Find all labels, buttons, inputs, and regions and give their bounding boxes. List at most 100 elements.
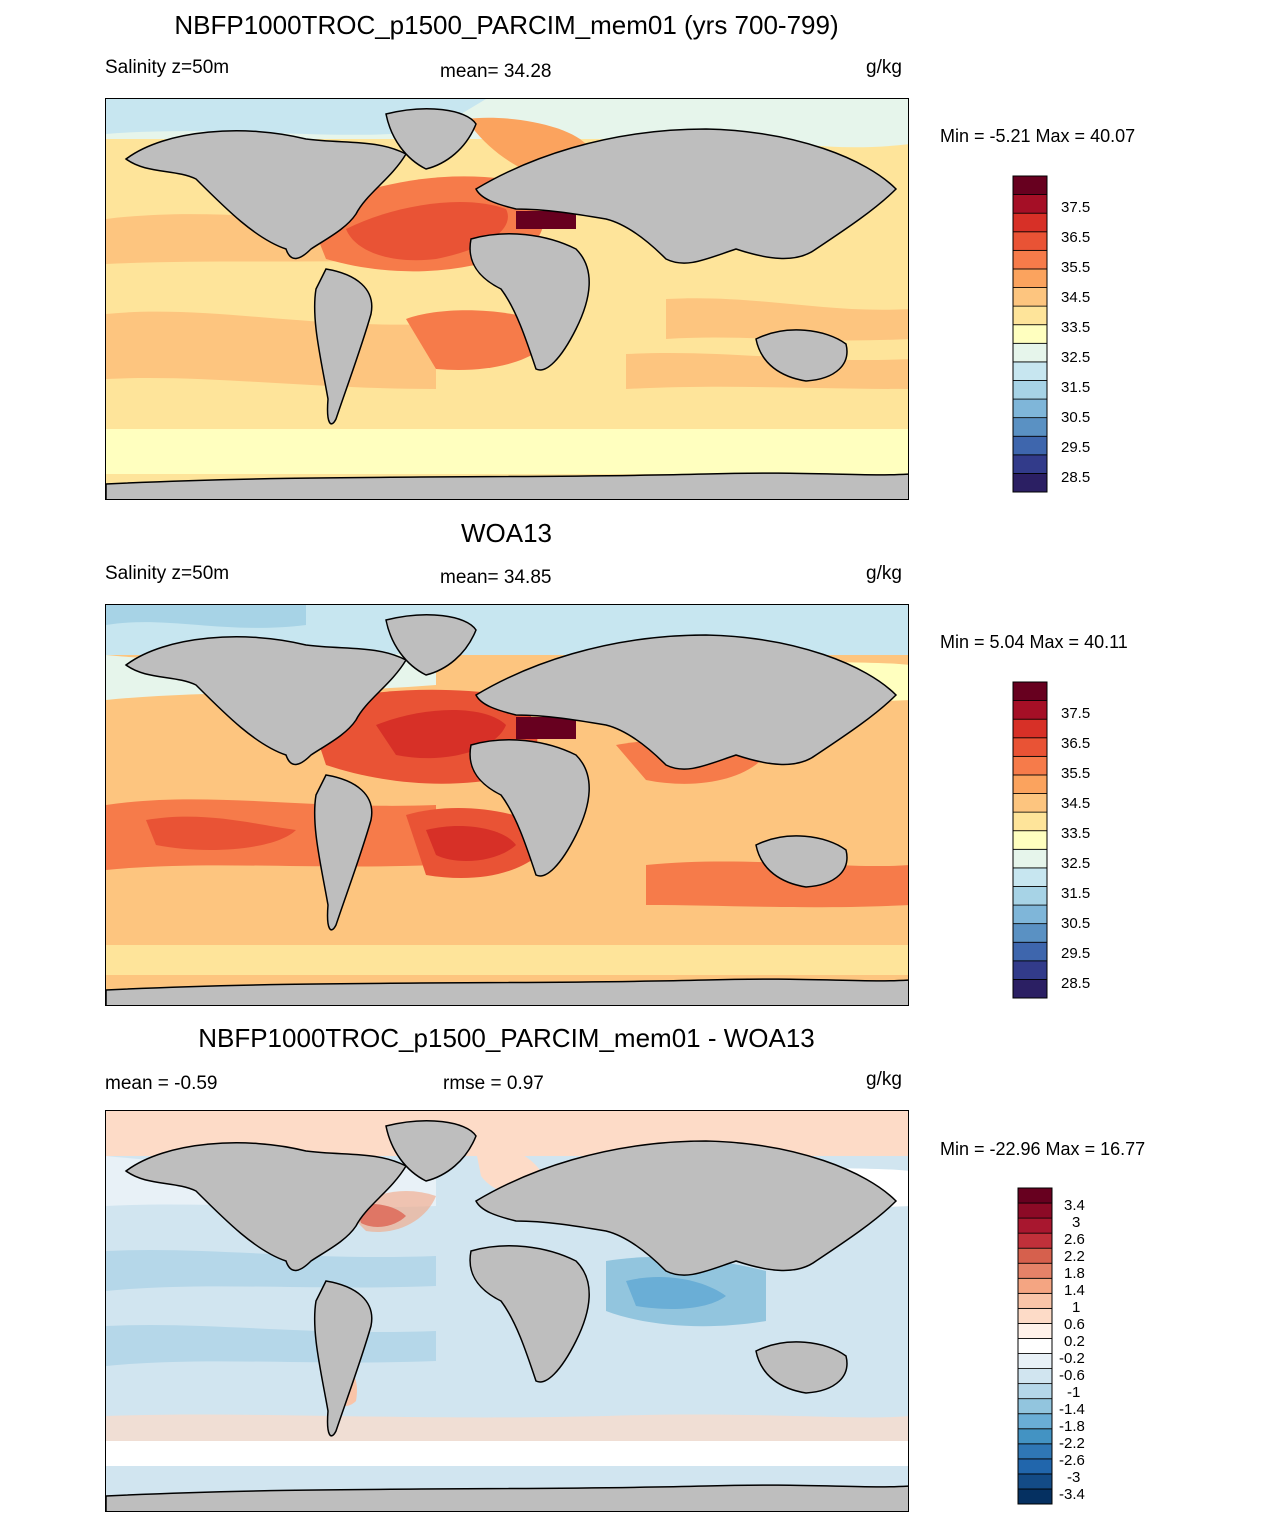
colorbar-segment — [1017, 1398, 1053, 1415]
panel3-cbar-label: 2.6 — [1064, 1231, 1085, 1248]
colorbar-segment — [1017, 1277, 1053, 1294]
panel1-cbar-label: 31.5 — [1061, 379, 1090, 396]
panel1-cbar-label: 30.5 — [1061, 409, 1090, 426]
colorbar-segment — [1012, 454, 1048, 474]
panel1-cbar-label: 28.5 — [1061, 469, 1090, 486]
colorbar-segment — [1012, 287, 1048, 307]
panel2-units-label: g/kg — [866, 563, 902, 584]
colorbar-segment — [1017, 1187, 1053, 1204]
panel3-colorbar: 3.4 3 2.6 2.2 1.8 1.4 1 0.6 0.2 -0.2 -0.… — [1017, 1187, 1138, 1508]
panel1-colorbar-box — [1012, 175, 1048, 493]
colorbar-segment — [1012, 435, 1048, 456]
colorbar-segment — [1012, 848, 1048, 869]
panel1-map-svg — [106, 99, 908, 499]
panel2-cbar-label: 28.5 — [1061, 975, 1090, 992]
colorbar-segment — [1017, 1262, 1053, 1279]
panel2-cbar-label: 32.5 — [1061, 855, 1090, 872]
colorbar-segment — [1017, 1413, 1053, 1430]
colorbar-segment — [1012, 979, 1048, 999]
colorbar-segment — [1012, 793, 1048, 813]
panel3-cbar-label: -1 — [1067, 1384, 1080, 1401]
colorbar-segment — [1017, 1202, 1053, 1219]
colorbar-segment — [1017, 1232, 1053, 1249]
panel3-colorbar-svg: 3.4 3 2.6 2.2 1.8 1.4 1 0.6 0.2 -0.2 -0.… — [1017, 1187, 1085, 1505]
panel3-cbar-label: -3.4 — [1059, 1486, 1085, 1503]
colorbar-segment — [1017, 1368, 1053, 1385]
panel3-map-svg — [106, 1111, 908, 1511]
panel2-cbar-label: 35.5 — [1061, 765, 1090, 782]
colorbar-segment — [1012, 324, 1048, 344]
panel2-minmax-label: Min = 5.04 Max = 40.11 — [940, 632, 1128, 652]
panel3-cbar-label: 0.2 — [1064, 1333, 1085, 1350]
colorbar-segment — [1017, 1383, 1053, 1400]
colorbar-segment — [1012, 398, 1048, 419]
panel3-cbar-label: -1.8 — [1059, 1418, 1085, 1435]
panel3-colorbar-box — [1017, 1187, 1053, 1505]
colorbar-segment — [1017, 1247, 1053, 1264]
panel1-minmax-label: Min = -5.21 Max = 40.07 — [940, 126, 1136, 146]
panel3-cbar-label: 1.4 — [1064, 1282, 1085, 1299]
colorbar-segment — [1012, 960, 1048, 980]
colorbar-segment — [1017, 1338, 1053, 1354]
panel1-map — [105, 98, 909, 500]
panel2-cbar-label: 37.5 — [1061, 705, 1090, 722]
colorbar-segment — [1012, 473, 1048, 493]
panel2-cbar-label: 29.5 — [1061, 945, 1090, 962]
panel3-cbar-label: -2.2 — [1059, 1435, 1085, 1452]
colorbar-segment — [1017, 1323, 1053, 1339]
panel3-cbar-label: -0.6 — [1059, 1367, 1085, 1384]
panel2-colorbar-svg: 37.5 36.5 35.5 34.5 33.5 32.5 31.5 30.5 … — [1012, 681, 1090, 999]
panel1-mean-label: mean= 34.28 — [440, 61, 552, 82]
panel3-rmse-label: rmse = 0.97 — [443, 1073, 544, 1094]
colorbar-segment — [1017, 1217, 1053, 1234]
colorbar-segment — [1012, 737, 1048, 757]
colorbar-segment — [1012, 941, 1048, 962]
panel3-cbar-label: -1.4 — [1059, 1401, 1085, 1418]
colorbar-segment — [1017, 1443, 1053, 1460]
colorbar-segment — [1012, 867, 1048, 887]
panel3-cbar-label: -3 — [1067, 1469, 1080, 1486]
panel1-title: NBFP1000TROC_p1500_PARCIM_mem01 (yrs 700… — [174, 10, 839, 40]
panel3-cbar-label: 3 — [1072, 1214, 1080, 1231]
panel3-title: NBFP1000TROC_p1500_PARCIM_mem01 - WOA13 — [198, 1023, 815, 1053]
panel3-minmax-label: Min = -22.96 Max = 16.77 — [940, 1139, 1146, 1159]
panel2-cbar-label: 36.5 — [1061, 735, 1090, 752]
colorbar-segment — [1012, 175, 1048, 195]
panel2-cbar-label: 30.5 — [1061, 915, 1090, 932]
panel3-map — [105, 1110, 909, 1512]
panel3-cbar-label: 1.8 — [1064, 1265, 1085, 1282]
colorbar-segment — [1017, 1307, 1053, 1324]
panel3-cbar-label: 2.2 — [1064, 1248, 1085, 1265]
colorbar-segment — [1017, 1292, 1053, 1309]
panel3-cbar-label: 3.4 — [1064, 1197, 1085, 1214]
panel2-cbar-label: 31.5 — [1061, 885, 1090, 902]
panel2-cbar-label: 34.5 — [1061, 795, 1090, 812]
panel1-units-label: g/kg — [866, 57, 902, 78]
colorbar-segment — [1012, 361, 1048, 381]
colorbar-segment — [1012, 212, 1048, 233]
panel1-cbar-label: 34.5 — [1061, 289, 1090, 306]
panel2-map — [105, 604, 909, 1006]
colorbar-segment — [1012, 417, 1048, 437]
colorbar-segment — [1012, 811, 1048, 832]
panel2-colorbar: 37.5 36.5 35.5 34.5 33.5 32.5 31.5 30.5 … — [1012, 681, 1133, 1002]
colorbar-segment — [1012, 681, 1048, 701]
colorbar-segment — [1012, 231, 1048, 251]
panel3-mean-label: mean = -0.59 — [105, 1073, 218, 1094]
colorbar-segment — [1017, 1473, 1053, 1490]
panel2-map-svg — [106, 605, 908, 1005]
colorbar-segment — [1017, 1488, 1053, 1505]
colorbar-segment — [1012, 774, 1048, 794]
colorbar-segment — [1012, 342, 1048, 363]
colorbar-segment — [1012, 249, 1048, 270]
panel2-cbar-label: 33.5 — [1061, 825, 1090, 842]
panel1-cbar-label: 37.5 — [1061, 199, 1090, 216]
panel3-cbar-label: 0.6 — [1064, 1316, 1085, 1333]
panel3-cbar-label: 1 — [1072, 1299, 1080, 1316]
panel1-cbar-label: 35.5 — [1061, 259, 1090, 276]
panel3-cbar-label: -2.6 — [1059, 1452, 1085, 1469]
colorbar-segment — [1012, 886, 1048, 906]
colorbar-segment — [1012, 700, 1048, 720]
colorbar-segment — [1012, 755, 1048, 776]
panel1-colorbar: 37.5 36.5 35.5 34.5 33.5 32.5 31.5 30.5 … — [1012, 175, 1133, 496]
